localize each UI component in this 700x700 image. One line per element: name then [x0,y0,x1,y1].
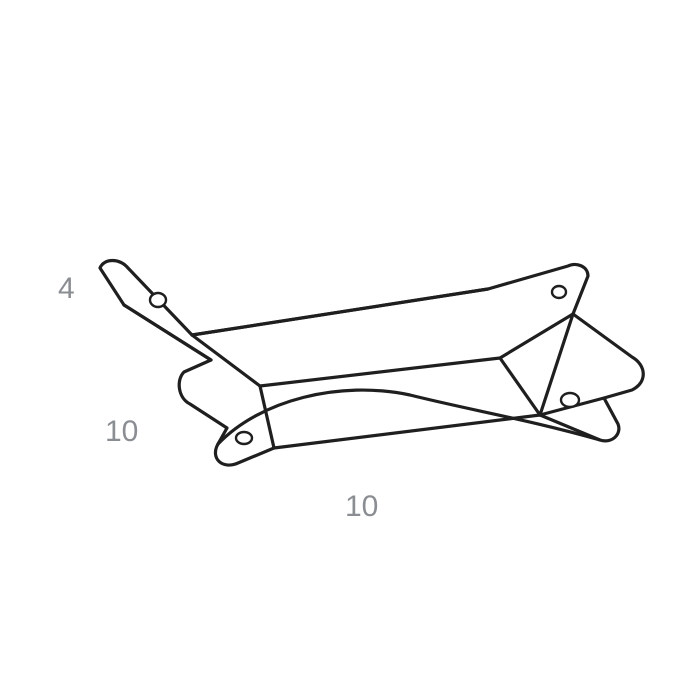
rivet-icon [552,286,566,298]
rivet-icon [236,432,252,444]
dimension-height: 4 [58,272,75,306]
dimension-width: 10 [345,490,378,524]
tray-drawing [100,261,643,466]
rivet-icon [561,393,579,407]
dimension-depth: 10 [105,415,138,449]
tray-diagram [0,0,700,700]
rivet-icon [150,293,166,307]
